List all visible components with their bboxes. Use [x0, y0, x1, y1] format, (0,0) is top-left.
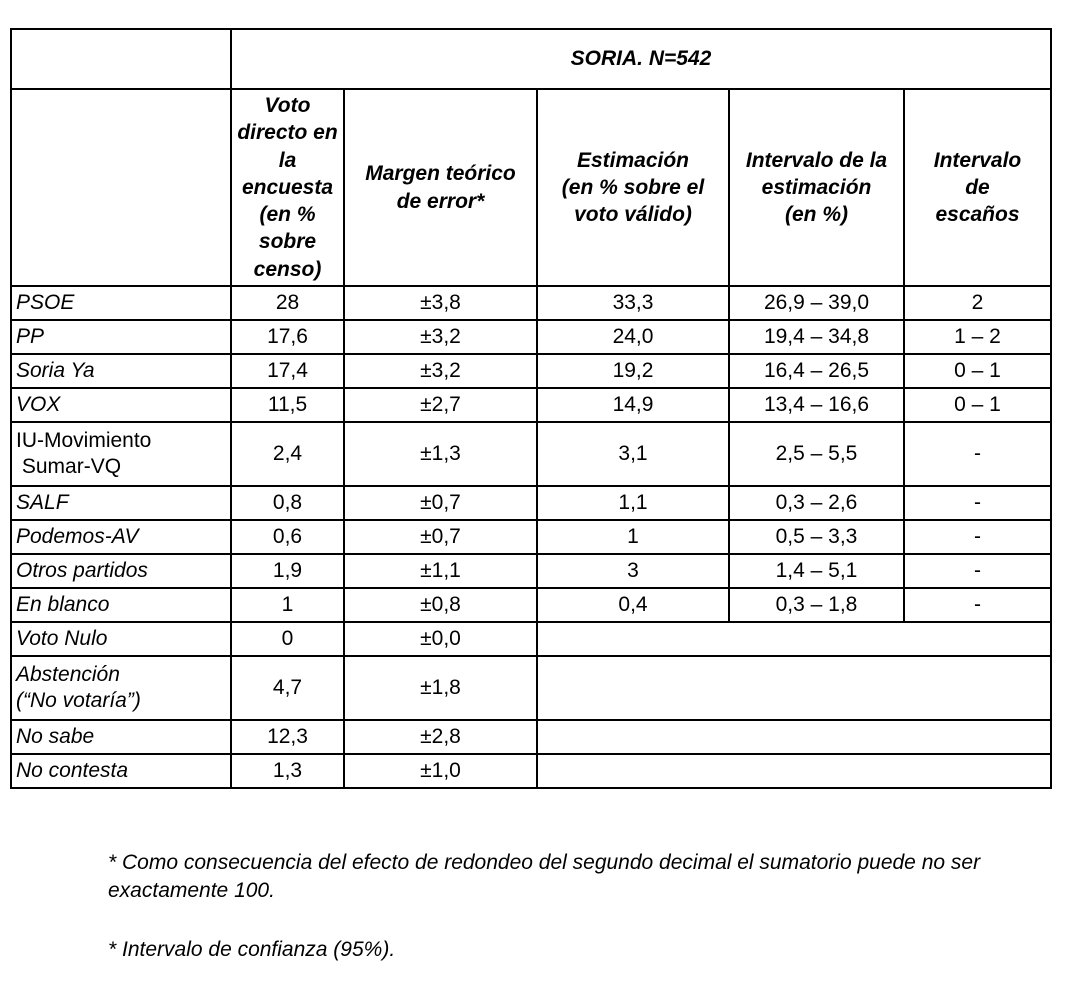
row-label: Soria Ya: [10, 353, 232, 390]
column-header-margen-error: Margen teórico de error*: [343, 87, 538, 288]
value-cell: 19,4 – 34,8: [728, 319, 905, 356]
value-cell: 0,5 – 3,3: [728, 519, 905, 556]
value-cell: 4,7: [230, 655, 345, 722]
value-cell: -: [903, 485, 1052, 522]
value-cell: ±1,3: [343, 421, 538, 488]
value-cell: 0 – 1: [903, 353, 1052, 390]
footnotes: * Como consecuencia del efecto de redond…: [108, 849, 1048, 963]
row-label: IU-Movimiento Sumar-VQ: [10, 421, 232, 488]
row-label: VOX: [10, 387, 232, 424]
value-cell: ±0,8: [343, 587, 538, 624]
value-cell: ±0,0: [343, 621, 538, 658]
row-label: PP: [10, 319, 232, 356]
table-row-voto-nulo: Voto Nulo 0 ±0,0: [10, 621, 1052, 658]
table-row-pp: PP 17,6 ±3,2 24,0 19,4 – 34,8 1 – 2: [10, 319, 1052, 356]
row-label: No contesta: [10, 753, 232, 790]
value-cell: 0 – 1: [903, 387, 1052, 424]
region-header-row: SORIA. N=542: [10, 28, 1052, 90]
value-cell: 26,9 – 39,0: [728, 285, 905, 322]
value-cell: 1,1: [536, 485, 730, 522]
value-cell: -: [903, 553, 1052, 590]
value-cell: 33,3: [536, 285, 730, 322]
value-cell: 2: [903, 285, 1052, 322]
row-label: Abstención (“No votaría”): [10, 655, 232, 722]
table-row-no-sabe: No sabe 12,3 ±2,8: [10, 719, 1052, 756]
region-header: SORIA. N=542: [230, 28, 1052, 90]
empty-region: [536, 655, 1052, 722]
table-row-abstencion: Abstención (“No votaría”) 4,7 ±1,8: [10, 655, 1052, 722]
value-cell: -: [903, 519, 1052, 556]
value-cell: 1,4 – 5,1: [728, 553, 905, 590]
value-cell: 3: [536, 553, 730, 590]
value-cell: 11,5: [230, 387, 345, 424]
value-cell: ±2,7: [343, 387, 538, 424]
row-label: Voto Nulo: [10, 621, 232, 658]
empty-region: [536, 621, 1052, 658]
value-cell: ±0,7: [343, 485, 538, 522]
value-cell: 0,4: [536, 587, 730, 624]
table-row-iu-movimiento-sumar: IU-Movimiento Sumar-VQ 2,4 ±1,3 3,1 2,5 …: [10, 421, 1052, 488]
table-row-vox: VOX 11,5 ±2,7 14,9 13,4 – 16,6 0 – 1: [10, 387, 1052, 424]
value-cell: 0,3 – 2,6: [728, 485, 905, 522]
row-label: Podemos-AV: [10, 519, 232, 556]
value-cell: ±1,1: [343, 553, 538, 590]
value-cell: ±3,2: [343, 353, 538, 390]
value-cell: 0,3 – 1,8: [728, 587, 905, 624]
column-header-row: Voto directo en la encuesta (en % sobre …: [10, 87, 1052, 288]
column-header-voto-directo: Voto directo en la encuesta (en % sobre …: [230, 87, 345, 288]
value-cell: 28: [230, 285, 345, 322]
table-row-no-contesta: No contesta 1,3 ±1,0: [10, 753, 1052, 790]
row-label: No sabe: [10, 719, 232, 756]
value-cell: 14,9: [536, 387, 730, 424]
column-header-intervalo-escanos: Intervalo de escaños: [903, 87, 1052, 288]
row-label: En blanco: [10, 587, 232, 624]
value-cell: -: [903, 587, 1052, 624]
empty-region: [536, 753, 1052, 790]
table-row-podemos-av: Podemos-AV 0,6 ±0,7 1 0,5 – 3,3 -: [10, 519, 1052, 556]
header-corner-cell: [10, 28, 232, 90]
table-row-salf: SALF 0,8 ±0,7 1,1 0,3 – 2,6 -: [10, 485, 1052, 522]
table-row-en-blanco: En blanco 1 ±0,8 0,4 0,3 – 1,8 -: [10, 587, 1052, 624]
column-header-intervalo-estimacion: Intervalo de la estimación (en %): [728, 87, 905, 288]
value-cell: 13,4 – 16,6: [728, 387, 905, 424]
empty-region: [536, 719, 1052, 756]
value-cell: 3,1: [536, 421, 730, 488]
value-cell: 24,0: [536, 319, 730, 356]
value-cell: ±3,2: [343, 319, 538, 356]
footnote-rounding: * Como consecuencia del efecto de redond…: [108, 851, 981, 902]
table-row-otros-partidos: Otros partidos 1,9 ±1,1 3 1,4 – 5,1 -: [10, 553, 1052, 590]
row-label: Otros partidos: [10, 553, 232, 590]
value-cell: 2,5 – 5,5: [728, 421, 905, 488]
value-cell: 17,6: [230, 319, 345, 356]
value-cell: 0,8: [230, 485, 345, 522]
soria-poll-table: SORIA. N=542 Voto directo en la encuesta…: [10, 28, 1052, 790]
table-row-psoe: PSOE 28 ±3,8 33,3 26,9 – 39,0 2: [10, 285, 1052, 322]
value-cell: 1 – 2: [903, 319, 1052, 356]
value-cell: 1: [536, 519, 730, 556]
table-row-soria-ya: Soria Ya 17,4 ±3,2 19,2 16,4 – 26,5 0 – …: [10, 353, 1052, 390]
row-label: SALF: [10, 485, 232, 522]
value-cell: 17,4: [230, 353, 345, 390]
value-cell: ±3,8: [343, 285, 538, 322]
value-cell: 0,6: [230, 519, 345, 556]
column-header-empty: [10, 87, 232, 288]
value-cell: -: [903, 421, 1052, 488]
value-cell: 1,9: [230, 553, 345, 590]
value-cell: 12,3: [230, 719, 345, 756]
value-cell: 19,2: [536, 353, 730, 390]
value-cell: ±2,8: [343, 719, 538, 756]
footnote-confidence-interval: * Intervalo de confianza (95%).: [108, 937, 396, 961]
value-cell: 16,4 – 26,5: [728, 353, 905, 390]
value-cell: 1: [230, 587, 345, 624]
value-cell: ±1,8: [343, 655, 538, 722]
value-cell: 2,4: [230, 421, 345, 488]
column-header-estimacion: Estimación (en % sobre el voto válido): [536, 87, 730, 288]
value-cell: 1,3: [230, 753, 345, 790]
value-cell: ±0,7: [343, 519, 538, 556]
value-cell: 0: [230, 621, 345, 658]
row-label: PSOE: [10, 285, 232, 322]
value-cell: ±1,0: [343, 753, 538, 790]
